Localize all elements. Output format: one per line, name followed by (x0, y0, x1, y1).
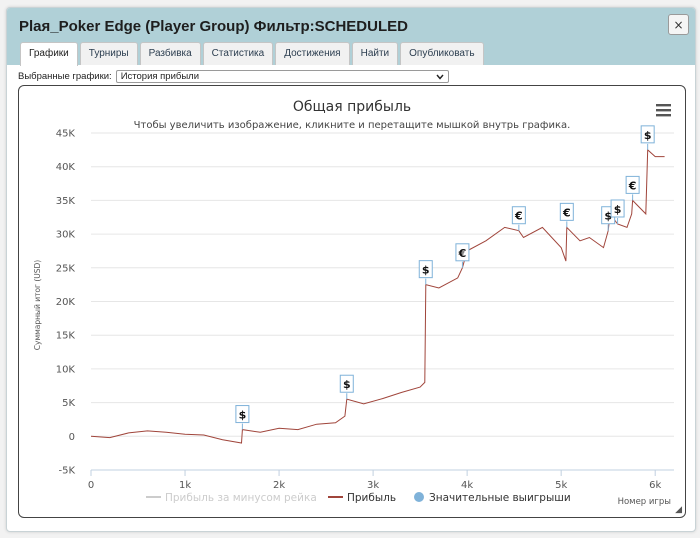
legend-label-significant-wins: Значительные выигрыши (429, 492, 571, 504)
x-tick-label: 4k (461, 480, 473, 491)
y-tick-label: 45K (56, 129, 76, 140)
significant-win-symbol: $ (604, 210, 612, 223)
significant-win-marker[interactable]: € (625, 175, 640, 201)
resize-grip-icon[interactable]: ◢ (675, 505, 682, 515)
chart-container[interactable]: Общая прибыль Чтобы увеличить изображени… (18, 85, 686, 518)
chart-title: Общая прибыль (293, 99, 411, 115)
title-bar: Plaя_Poker Edge (Player Group) Фильтр:SC… (7, 8, 695, 66)
y-axis-label: Суммарный итог (USD) (33, 260, 42, 351)
x-tick-label: 1k (179, 480, 191, 491)
legend: Прибыль за минусом рейка Прибыль Значите… (146, 492, 571, 504)
close-button[interactable]: × (668, 14, 689, 35)
significant-win-marker[interactable]: $ (610, 199, 625, 224)
tab-breakdown[interactable]: Разбивка (139, 42, 201, 65)
x-tick-label: 3k (367, 480, 379, 491)
significant-win-marker[interactable]: € (559, 202, 574, 228)
x-axis-label: Номер игры (618, 497, 671, 507)
x-tick-label: 0 (88, 480, 94, 491)
profit-chart[interactable]: Общая прибыль Чтобы увеличить изображени… (19, 86, 685, 517)
y-tick-label: 15K (56, 331, 76, 342)
tab-graphs[interactable]: Графики (20, 42, 78, 66)
y-tick-label: 35K (56, 196, 76, 207)
chart-selector-label: Выбранные графики: (18, 71, 112, 82)
tab-statistics[interactable]: Статистика (202, 42, 274, 65)
chevron-down-icon (436, 74, 444, 80)
close-icon: × (673, 17, 684, 32)
chart-subtitle: Чтобы увеличить изображение, кликните и … (134, 120, 571, 131)
significant-win-marker[interactable]: $ (339, 374, 354, 400)
significant-win-marker[interactable]: € (511, 206, 526, 231)
chart-selector-row: Выбранные графики: История прибыли (18, 70, 449, 83)
y-tick-label: 10K (56, 364, 76, 375)
y-tick-label: 20K (56, 297, 76, 308)
significant-win-marker[interactable]: € (455, 243, 470, 268)
tab-achievements[interactable]: Достижения (275, 42, 350, 65)
y-tick-label: 5K (62, 398, 75, 409)
legend-label-rake-profit: Прибыль за минусом рейка (165, 492, 317, 504)
significant-win-symbol: € (514, 210, 523, 223)
y-tick-label: 30K (56, 230, 76, 241)
menu-icon[interactable] (656, 104, 671, 117)
tab-tournaments[interactable]: Турниры (79, 42, 138, 65)
x-tick-label: 2k (273, 480, 285, 491)
chart-selector-value: История прибыли (120, 71, 200, 82)
significant-win-marker[interactable]: $ (235, 405, 250, 430)
significant-win-symbol: $ (422, 264, 430, 277)
profit-series-line (90, 148, 665, 444)
legend-item-profit[interactable]: Прибыль (328, 492, 396, 504)
legend-item-rake-profit[interactable]: Прибыль за минусом рейка (146, 492, 317, 504)
significant-win-symbol: $ (614, 203, 622, 216)
significant-win-symbol: $ (644, 129, 652, 142)
significant-win-marker[interactable]: $ (640, 125, 655, 150)
window-title: Plaя_Poker Edge (Player Group) Фильтр:SC… (19, 18, 408, 35)
x-tick-label: 5k (555, 480, 567, 491)
tab-find[interactable]: Найти (351, 42, 399, 65)
significant-win-symbol: $ (239, 409, 247, 422)
significant-win-symbol: € (628, 179, 637, 192)
significant-win-symbol: € (458, 247, 467, 260)
y-tick-label: 40K (56, 162, 76, 173)
y-tick-label: 0 (69, 432, 75, 443)
legend-label-profit: Прибыль (347, 492, 396, 504)
significant-win-symbol: € (562, 206, 571, 219)
x-tick-label: 6k (649, 480, 661, 491)
y-tick-label: -5K (58, 466, 75, 477)
tab-publish[interactable]: Опубликовать (400, 42, 484, 65)
y-tick-label: 25K (56, 263, 76, 274)
tab-bar: Графики Турниры Разбивка Статистика Дост… (20, 42, 484, 66)
significant-win-marker[interactable]: $ (418, 260, 433, 285)
legend-item-significant-wins[interactable]: Значительные выигрыши (414, 492, 571, 504)
chart-selector-dropdown[interactable]: История прибыли (115, 70, 449, 83)
significant-win-symbol: $ (343, 378, 351, 391)
dialog-window: Plaя_Poker Edge (Player Group) Фильтр:SC… (6, 7, 696, 532)
